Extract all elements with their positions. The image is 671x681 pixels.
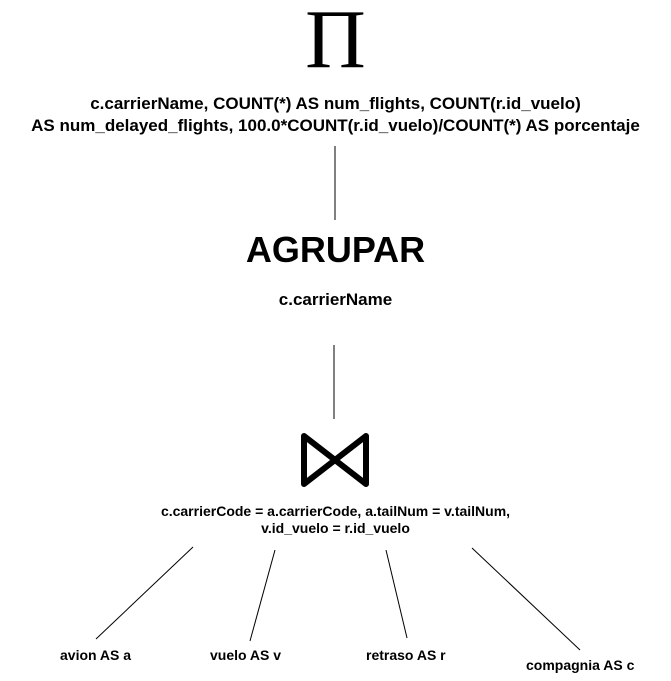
relation-retraso: retraso AS r	[366, 647, 446, 663]
group-attribute: c.carrierName	[278, 290, 393, 309]
join-condition-line-1: c.carrierCode = a.carrierCode, a.tailNum…	[160, 503, 511, 519]
edge-join-retraso	[385, 549, 408, 639]
edge-join-avion	[95, 546, 194, 640]
relation-compagnia: compagnia AS c	[526, 657, 635, 673]
projection-line-2: AS num_delayed_flights, 100.0*COUNT(r.id…	[31, 116, 640, 135]
relation-vuelo: vuelo AS v	[210, 647, 282, 663]
edge-join-vuelo	[249, 549, 276, 642]
projection-line-1: c.carrierName, COUNT(*) AS num_flights, …	[90, 94, 581, 113]
projection-symbol: Π	[305, 0, 366, 86]
group-operator-title: AGRUPAR	[245, 229, 426, 270]
edge-join-compagnia	[471, 547, 581, 651]
relation-avion: avion AS a	[60, 647, 132, 663]
join-condition: c.carrierCode = a.carrierCode, a.tailNum…	[0, 503, 671, 537]
join-condition-line-2: v.id_vuelo = r.id_vuelo	[261, 520, 410, 536]
join-bowtie-icon	[301, 433, 369, 487]
projection-attributes: c.carrierName, COUNT(*) AS num_flights, …	[0, 93, 671, 137]
